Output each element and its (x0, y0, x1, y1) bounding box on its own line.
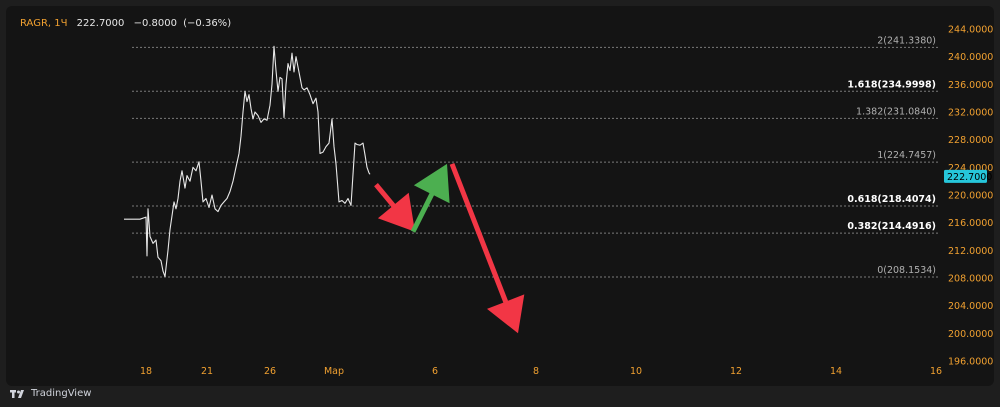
x-tick-label: 10 (630, 366, 642, 377)
separator: , (47, 18, 55, 29)
symbol-name[interactable]: RAGR (20, 18, 48, 29)
y-tick-label: 244.0000 (948, 25, 993, 36)
y-tick-label: 216.0000 (948, 218, 993, 229)
last-price-badge-label: 222.7000 (947, 172, 992, 183)
fib-level-label: 2(241.3380) (877, 35, 936, 46)
y-tick-label: 196.0000 (948, 357, 993, 368)
y-tick-label: 232.0000 (948, 108, 993, 119)
y-tick-label: 224.0000 (948, 163, 993, 174)
interval[interactable]: 1Ч (54, 18, 68, 29)
arrow-down-icon (374, 183, 415, 232)
fib-level-label: 1.618(234.9998) (847, 79, 936, 90)
x-tick-label: 21 (201, 366, 213, 377)
x-tick-label: 14 (830, 366, 842, 377)
arrow-up-icon (410, 163, 450, 233)
x-tick-label: 6 (432, 366, 438, 377)
y-tick-label: 228.0000 (948, 135, 993, 146)
brand-logo[interactable]: TradingView (10, 388, 91, 399)
y-tick-label: 240.0000 (948, 52, 993, 63)
price-change-pct: (−0.36%) (183, 18, 232, 29)
fib-level-label: 0.618(218.4074) (847, 194, 936, 205)
fib-level-label: 0(208.1534) (877, 265, 936, 276)
fib-level-label: 1.382(231.0840) (856, 106, 936, 117)
brand-name: TradingView (31, 388, 92, 399)
y-tick-label: 200.0000 (948, 329, 993, 340)
last-price-badge (944, 169, 987, 183)
last-price-value: 222.7000 (76, 18, 125, 29)
tradingview-icon (10, 389, 24, 398)
y-tick-label: 204.0000 (948, 301, 993, 312)
fib-level-label: 0.382(214.4916) (847, 221, 936, 232)
x-tick-label: Мар (324, 366, 344, 377)
x-tick-label: 12 (730, 366, 742, 377)
price-chart[interactable]: 244.0000 240.0000 236.0000 232.0000 228.0000… (6, 6, 994, 386)
chart-panel[interactable]: 244.0000 240.0000 236.0000 232.0000 228.0000… (6, 6, 994, 386)
y-tick-label: 236.0000 (948, 80, 993, 91)
x-tick-label: 16 (930, 366, 942, 377)
x-tick-label: 18 (140, 366, 152, 377)
x-tick-label: 26 (264, 366, 276, 377)
arrow-down-icon (449, 163, 525, 334)
price-change: −0.8000 (133, 18, 177, 29)
fib-level-label: 1(224.7457) (877, 150, 936, 161)
y-tick-label: 220.0000 (948, 191, 993, 202)
y-tick-label: 208.0000 (948, 274, 993, 285)
x-tick-label: 8 (533, 366, 539, 377)
y-tick-label: 212.0000 (948, 246, 993, 257)
symbol-header: RAGR, 1Ч 222.7000 −0.8000 (−0.36%) (20, 18, 231, 29)
price-line (124, 45, 371, 278)
